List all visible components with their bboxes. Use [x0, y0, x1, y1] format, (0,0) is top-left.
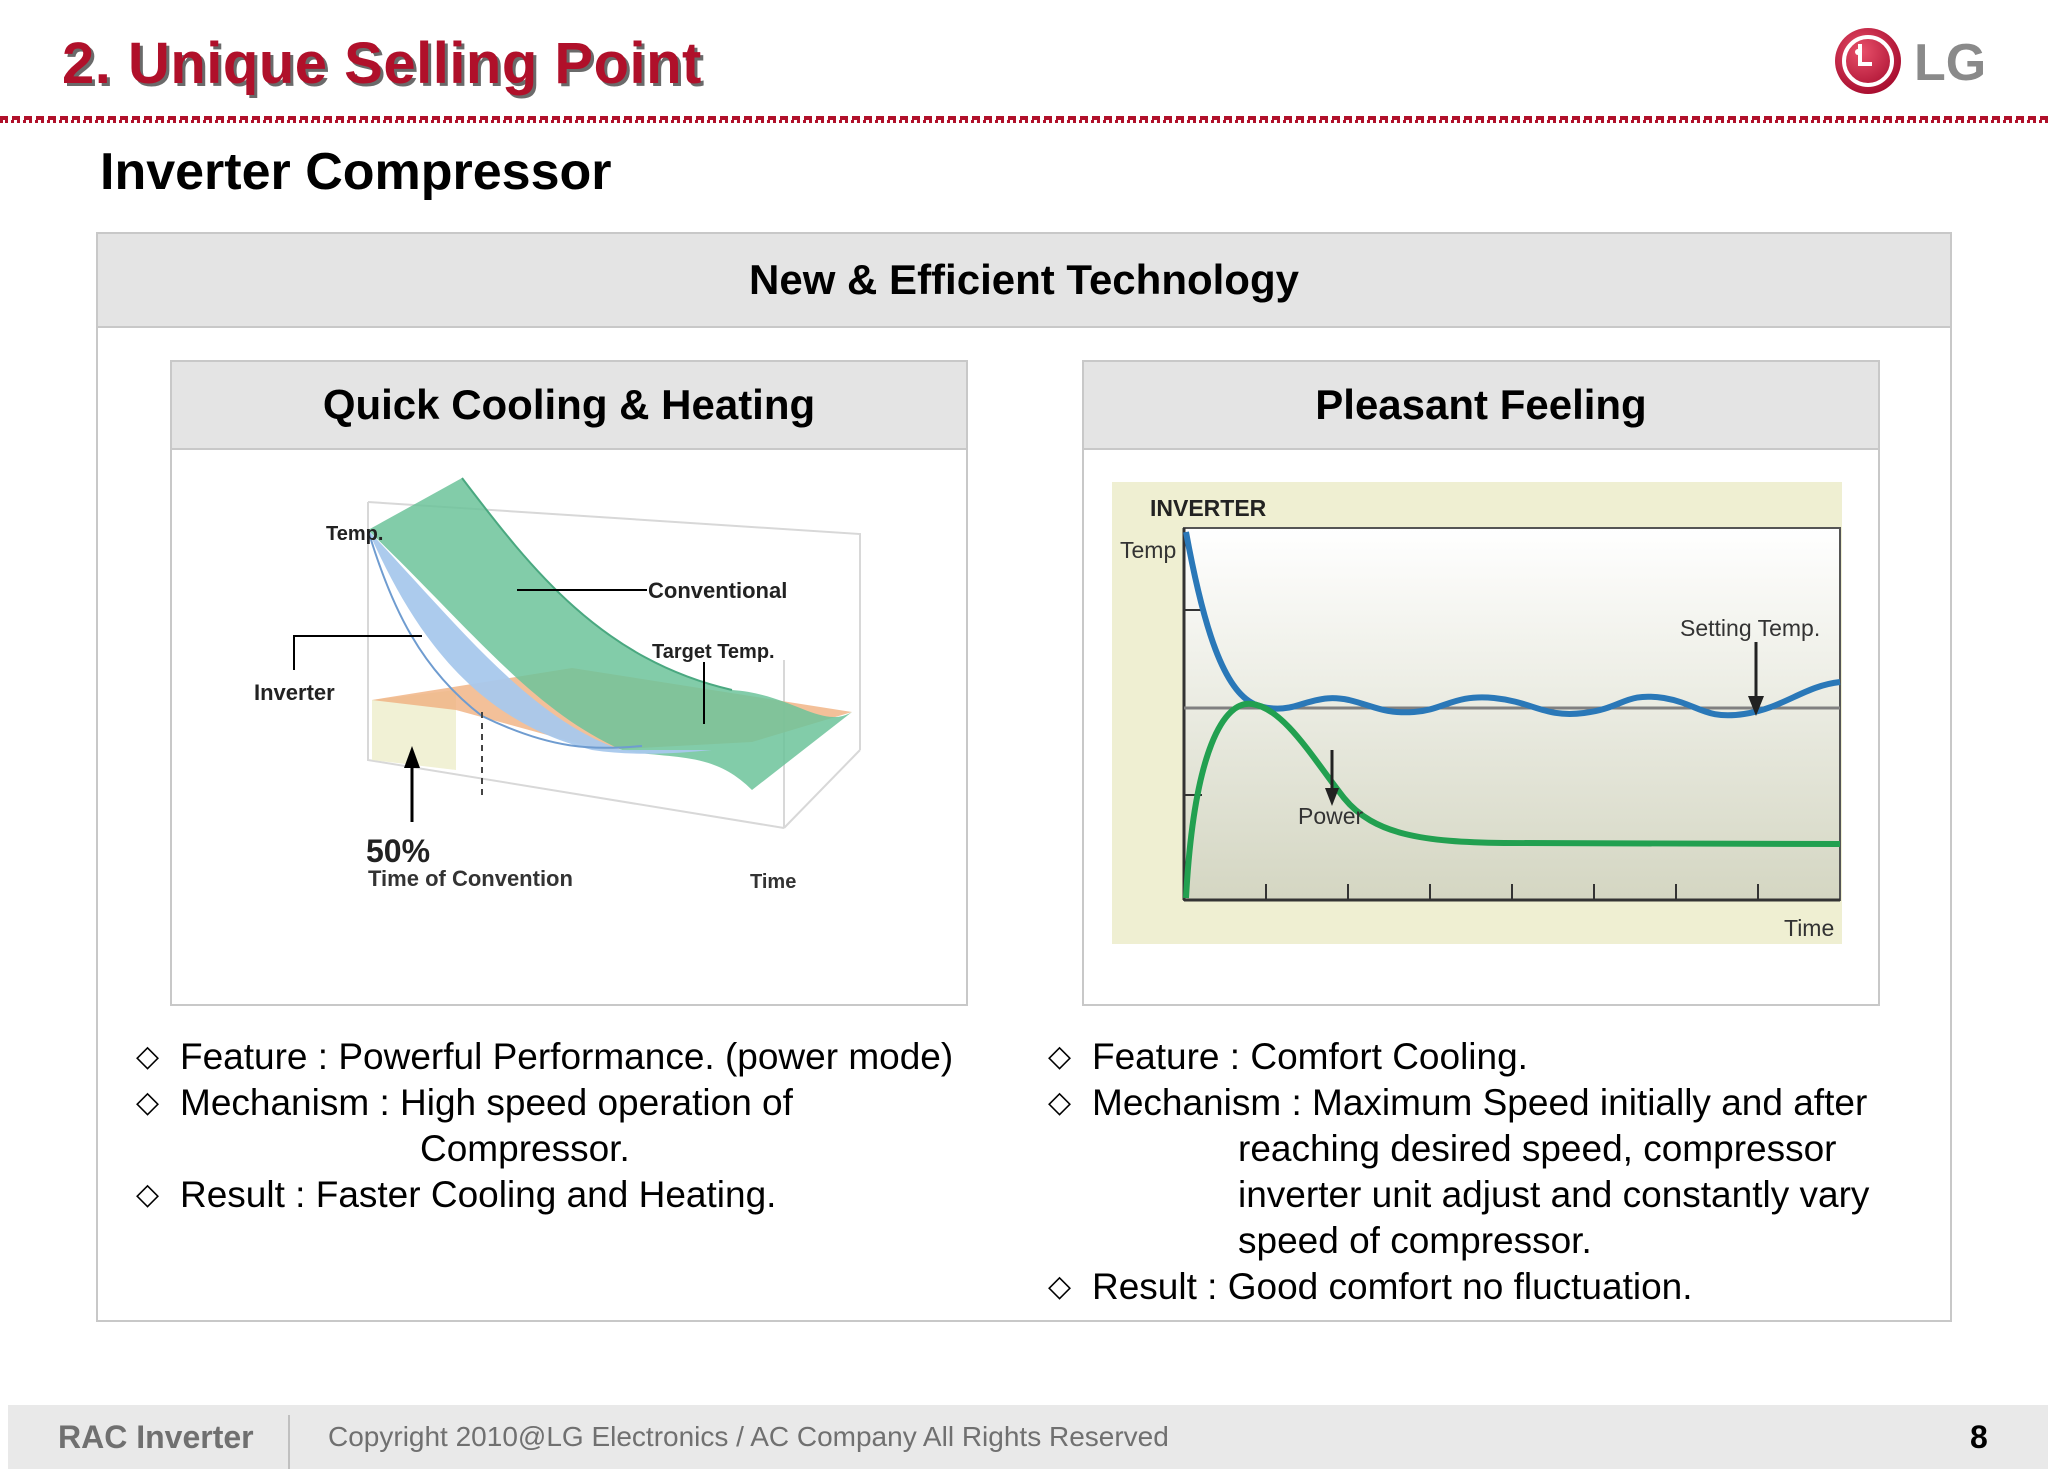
svg-text:Time: Time: [1784, 915, 1834, 941]
slide-title: 2. Unique Selling Point: [62, 31, 702, 96]
svg-text:50%: 50%: [366, 833, 430, 869]
diamond-outline-icon: ◇: [136, 1086, 160, 1119]
list-item: ◇ Mechanism : High speed operation of: [136, 1080, 953, 1126]
title-divider: [0, 116, 2048, 123]
list-item: ◇ Feature : Comfort Cooling.: [1048, 1034, 1869, 1080]
diamond-outline-icon: ◇: [1048, 1040, 1072, 1073]
diamond-outline-icon: ◇: [136, 1178, 160, 1211]
list-item: ◇ Mechanism : Maximum Speed initially an…: [1048, 1080, 1869, 1126]
svg-text:Conventional: Conventional: [648, 578, 787, 603]
svg-text:Temp: Temp: [1120, 537, 1176, 563]
svg-text:Setting Temp.: Setting Temp.: [1680, 615, 1820, 641]
right-bullet-list: ◇ Feature : Comfort Cooling. ◇ Mechanism…: [1048, 1034, 1869, 1310]
footer-copyright: Copyright 2010@LG Electronics / AC Compa…: [328, 1421, 1169, 1452]
bullet-continuation: speed of compressor.: [1238, 1220, 1592, 1261]
bullet-continuation: reaching desired speed, compressor: [1238, 1128, 1837, 1169]
quick-cooling-header: Quick Cooling & Heating: [172, 362, 966, 450]
svg-text:INVERTER: INVERTER: [1150, 495, 1267, 521]
slide-subtitle: Inverter Compressor: [100, 143, 612, 201]
list-item: ◇ Result : Faster Cooling and Heating.: [136, 1172, 953, 1218]
svg-text:LG: LG: [1914, 34, 1986, 92]
svg-text:Time of Convention: Time of Convention: [368, 866, 573, 891]
list-item: ◇ Result : Good comfort no fluctuation.: [1048, 1264, 1869, 1310]
pleasant-feeling-header: Pleasant Feeling: [1084, 362, 1878, 450]
pleasant-feeling-panel: Pleasant Feeling: [1082, 360, 1880, 1006]
bullet-text: Mechanism : Maximum Speed initially and …: [1092, 1082, 1868, 1123]
footer-divider: [288, 1415, 290, 1469]
bullet-continuation: inverter unit adjust and constantly vary: [1238, 1174, 1870, 1215]
svg-text:Inverter: Inverter: [254, 680, 335, 705]
main-content-box: New & Efficient Technology Quick Cooling…: [96, 232, 1952, 1322]
main-header: New & Efficient Technology: [98, 234, 1950, 328]
footer: RAC Inverter Copyright 2010@LG Electroni…: [8, 1405, 2048, 1469]
svg-text:Temp.: Temp.: [326, 523, 383, 545]
list-item: ◇ Feature : Powerful Performance. (power…: [136, 1034, 953, 1080]
quick-cooling-figure: Temp. Conventional Target Temp. Inverter…: [172, 450, 966, 1004]
diamond-outline-icon: ◇: [1048, 1270, 1072, 1303]
svg-text:Target Temp.: Target Temp.: [652, 641, 775, 663]
lg-logo-icon: LG: [1832, 24, 2010, 98]
left-bullet-list: ◇ Feature : Powerful Performance. (power…: [136, 1034, 953, 1218]
page-number: 8: [1970, 1419, 1988, 1455]
bullet-text: Result : Good comfort no fluctuation.: [1092, 1266, 1693, 1307]
bullet-text: Feature : Comfort Cooling.: [1092, 1036, 1528, 1077]
svg-text:Power: Power: [1298, 803, 1364, 829]
bullet-text: Result : Faster Cooling and Heating.: [180, 1174, 777, 1215]
svg-text:Time: Time: [750, 871, 796, 893]
diamond-outline-icon: ◇: [136, 1040, 160, 1073]
bullet-text: Feature : Powerful Performance. (power m…: [180, 1036, 954, 1077]
quick-cooling-panel: Quick Cooling & Heating: [170, 360, 968, 1006]
bullet-text: Mechanism : High speed operation of: [180, 1082, 793, 1123]
pleasant-feeling-figure: INVERTER Temp Setting Temp. Power Time: [1084, 450, 1878, 1004]
diamond-outline-icon: ◇: [1048, 1086, 1072, 1119]
footer-name: RAC Inverter: [58, 1419, 254, 1455]
bullet-continuation: Compressor.: [420, 1128, 630, 1169]
